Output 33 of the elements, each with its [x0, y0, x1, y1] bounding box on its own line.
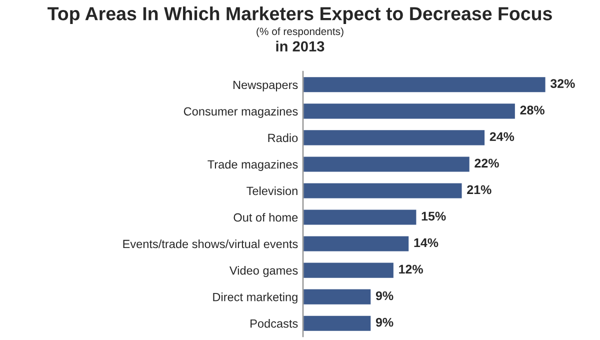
bar — [303, 102, 516, 120]
bar — [303, 314, 372, 332]
bar — [303, 208, 418, 226]
y-tick-label: Video games — [229, 266, 298, 278]
y-tick-label: Radio — [268, 133, 298, 142]
data-label: 21% — [467, 185, 492, 194]
bar — [303, 234, 410, 253]
data-label: 15% — [422, 212, 446, 221]
y-tick-label: Podcasts — [250, 319, 298, 328]
y-tick-label: Newspapers — [233, 80, 298, 92]
data-label: 9% — [376, 318, 394, 327]
data-label: 12% — [399, 264, 423, 274]
data-label: 24% — [490, 132, 514, 142]
y-tick-label: Out of home — [234, 212, 298, 222]
y-tick-label: Trade magazines — [208, 160, 298, 171]
bar — [303, 128, 486, 147]
y-tick-label: Events/trade shows/virtual events — [123, 240, 298, 248]
text: in 2013 — [276, 40, 324, 52]
data-label: 9% — [376, 291, 394, 300]
bar — [303, 261, 395, 280]
chart-title: Top Areas In Which Marketers Expect to Decrease Focus — [48, 6, 552, 24]
bar — [303, 288, 372, 306]
data-label: 14% — [414, 238, 438, 248]
data-label: 22% — [474, 158, 499, 168]
bar — [303, 182, 464, 200]
y-tick-label: Consumer magazines — [184, 106, 298, 118]
data-label: 32% — [550, 79, 575, 88]
data-label: 28% — [520, 106, 544, 115]
y-tick-label: Direct marketing — [213, 292, 298, 304]
bar — [303, 76, 546, 94]
y-tick-label: Television — [246, 186, 298, 196]
chart-subtitle: (% of respondents) — [256, 27, 344, 38]
bar — [303, 155, 471, 174]
